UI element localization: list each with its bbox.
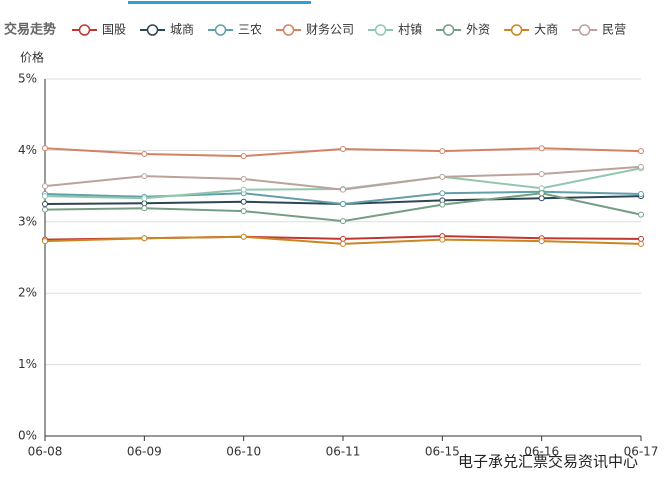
legend-marker: [146, 24, 159, 36]
y-tick-label: 1%: [18, 357, 37, 371]
legend-label: 民营: [602, 23, 626, 37]
legend-marker: [78, 24, 91, 36]
legend-label: 城商: [170, 22, 194, 37]
legend-label: 财务公司: [306, 22, 354, 37]
point: [538, 195, 545, 202]
tab-indicator: [128, 1, 311, 4]
legend-item[interactable]: 民营: [572, 23, 626, 37]
point: [240, 208, 247, 215]
point: [538, 170, 545, 177]
point: [141, 150, 148, 157]
legend-marker: [578, 24, 591, 36]
point: [439, 236, 446, 243]
y-tick-label: 3%: [18, 214, 37, 228]
point: [439, 190, 446, 197]
point: [240, 233, 247, 240]
point: [42, 206, 48, 213]
point: [340, 235, 346, 242]
point: [538, 190, 545, 197]
point: [638, 148, 644, 155]
point: [340, 240, 346, 247]
point: [638, 163, 644, 170]
point: [42, 200, 48, 207]
point: [42, 145, 48, 152]
legend-marker: [442, 24, 455, 36]
point: [439, 148, 446, 155]
point: [141, 235, 148, 242]
legend-label: 国股: [102, 23, 126, 37]
x-tick-label: 06-11: [326, 445, 361, 459]
x-tick-label: 06-08: [28, 445, 63, 459]
point: [538, 145, 545, 152]
legend-item[interactable]: 大商: [504, 22, 558, 37]
y-axis-label: 价格: [20, 50, 44, 65]
legend-marker: [510, 24, 523, 36]
point: [340, 200, 346, 207]
point: [638, 190, 644, 197]
y-tick-label: 4%: [18, 143, 37, 157]
legend-item[interactable]: 外资: [436, 23, 490, 37]
point: [638, 240, 644, 247]
legend-item[interactable]: 三农: [208, 23, 262, 37]
point: [141, 195, 148, 202]
legend-label: 三农: [238, 23, 262, 37]
point: [240, 153, 247, 160]
legend-marker: [374, 24, 387, 36]
legend-item[interactable]: 村镇: [368, 23, 422, 37]
y-tick-label: 5%: [18, 72, 37, 86]
legend-item[interactable]: 财务公司: [276, 22, 354, 37]
x-tick-label: 06-09: [127, 445, 162, 459]
y-tick-label: 0%: [18, 429, 37, 443]
legend-label: 村镇: [398, 23, 422, 37]
legend-label: 外资: [466, 23, 490, 37]
point: [340, 186, 346, 193]
y-tick-label: 2%: [18, 286, 37, 300]
point: [141, 205, 148, 212]
point: [340, 218, 346, 225]
legend-item[interactable]: 城商: [140, 22, 194, 37]
point: [638, 211, 644, 218]
point: [240, 186, 247, 193]
watermark: 电子承兑汇票交易资讯中心: [458, 453, 638, 471]
point: [42, 183, 48, 190]
point: [340, 145, 346, 152]
chart-title: 交易走势: [4, 22, 56, 38]
x-tick-label: 06-16: [524, 445, 559, 459]
point: [141, 200, 148, 207]
x-tick-label: 06-10: [226, 445, 261, 459]
x-tick-label: 06-15: [425, 445, 460, 459]
point: [42, 238, 48, 245]
point: [141, 173, 148, 180]
point: [240, 198, 247, 205]
x-tick-label: 06-17: [624, 445, 659, 459]
legend-label: 大商: [534, 22, 558, 37]
legend-marker: [214, 24, 227, 36]
point: [439, 201, 446, 208]
legend-item[interactable]: 国股: [72, 23, 126, 37]
point: [538, 238, 545, 245]
legend-marker: [282, 24, 295, 36]
point: [439, 173, 446, 180]
point: [240, 175, 247, 182]
point: [42, 193, 48, 200]
point: [538, 185, 545, 192]
point: [638, 235, 644, 242]
